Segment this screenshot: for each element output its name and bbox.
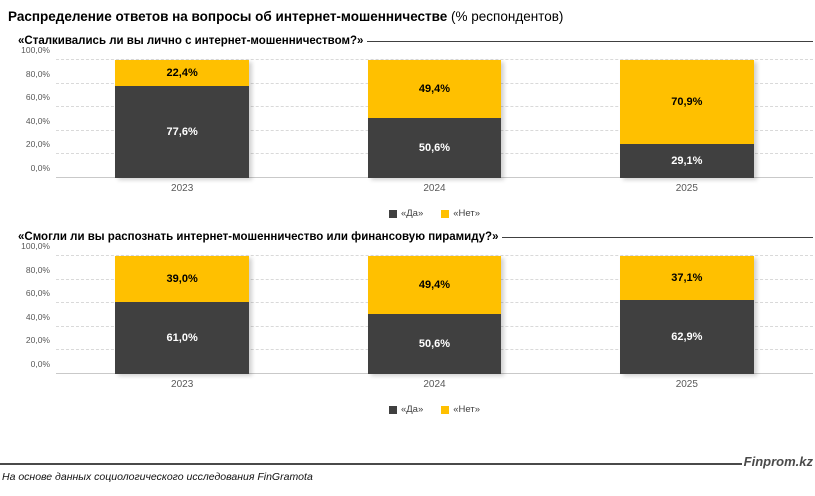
bar-segment-Да-2025: 62,9% bbox=[619, 299, 754, 374]
x-axis-label-2023: 2023 bbox=[171, 182, 194, 194]
stacked-bar-chart-encounter: 0,0% 20,0% 40,0% 60,0% 80,0% 100,0% 22,4% 77,6%… bbox=[8, 45, 813, 220]
plot-area: 0,0% 20,0% 40,0% 60,0% 80,0% 100,0% 39,0% 61,0%… bbox=[21, 241, 813, 374]
bar-segment-Да-2023: 77,6% bbox=[115, 86, 250, 178]
footer-rule-row: Finprom.kz bbox=[0, 454, 815, 469]
x-axis-label-2024: 2024 bbox=[423, 378, 446, 390]
category-axis: 2023 2024 2025 bbox=[56, 374, 813, 394]
bar-segment-Нет-2024: 49,4% bbox=[367, 256, 502, 315]
x-axis-label-2023: 2023 bbox=[171, 378, 194, 390]
x-axis-label-2025: 2025 bbox=[675, 378, 698, 390]
subtitle-rule bbox=[502, 236, 813, 238]
stacked-bar-2024: 49,4% 50,6% bbox=[367, 256, 502, 374]
gridline bbox=[56, 59, 813, 60]
chart-legend: «Да» «Нет» bbox=[56, 403, 813, 416]
page-title-unit: (% респондентов) bbox=[447, 9, 564, 24]
chart-title: «Сталкивались ли вы лично с интернет-мош… bbox=[18, 35, 364, 47]
legend-swatch bbox=[441, 209, 450, 218]
legend-item-Нет: «Нет» bbox=[441, 208, 480, 219]
y-axis-tick-label: 40,0% bbox=[25, 115, 50, 126]
y-axis-tick-label: 0,0% bbox=[30, 163, 50, 173]
x-axis-label-2025: 2025 bbox=[675, 182, 698, 194]
legend-item-Да: «Да» bbox=[388, 208, 424, 219]
legend-label: «Нет» bbox=[453, 208, 481, 219]
legend-label: «Нет» bbox=[453, 404, 481, 415]
brand-logo: Finprom.kz bbox=[743, 454, 813, 469]
legend-swatch bbox=[388, 405, 397, 414]
legend-swatch bbox=[441, 405, 450, 414]
legend-swatch bbox=[388, 209, 397, 218]
category-axis: 2023 2024 2025 bbox=[56, 178, 813, 198]
plot-area: 0,0% 20,0% 40,0% 60,0% 80,0% 100,0% 22,4% 77,6%… bbox=[21, 45, 813, 178]
bar-slot-2024: 49,4% 50,6% bbox=[308, 256, 560, 374]
bar-segment-Нет-2023: 22,4% bbox=[115, 60, 250, 87]
bar-segment-Да-2023: 61,0% bbox=[115, 302, 250, 374]
gridline bbox=[56, 255, 813, 256]
bar-segment-Нет-2023: 39,0% bbox=[115, 256, 250, 303]
stacked-bar-chart-recognition: 0,0% 20,0% 40,0% 60,0% 80,0% 100,0% 39,0% 61,0%… bbox=[8, 241, 813, 416]
bar-segment-Да-2024: 50,6% bbox=[367, 314, 502, 374]
legend-label: «Да» bbox=[400, 404, 424, 415]
y-axis-tick-label: 100,0% bbox=[21, 45, 50, 55]
bar-slot-2025: 37,1% 62,9% bbox=[561, 256, 813, 374]
source-note: На основе данных социологического исслед… bbox=[2, 471, 313, 483]
bar-segment-Нет-2024: 49,4% bbox=[367, 60, 502, 119]
bar-slot-2024: 49,4% 50,6% bbox=[308, 60, 560, 178]
y-axis-tick-label: 80,0% bbox=[25, 264, 50, 275]
y-axis-tick-label: 100,0% bbox=[21, 241, 50, 251]
bar-slot-2025: 70,9% 29,1% bbox=[561, 60, 813, 178]
bar-segment-Да-2025: 29,1% bbox=[619, 143, 754, 178]
bars-container: 39,0% 61,0% 49,4% 50,6% 37,1% 62,9% bbox=[56, 256, 813, 374]
stacked-bar-2023: 22,4% 77,6% bbox=[115, 60, 250, 178]
y-axis-tick-label: 20,0% bbox=[25, 139, 50, 150]
y-axis-tick-label: 40,0% bbox=[25, 311, 50, 322]
y-axis-tick-label: 60,0% bbox=[25, 92, 50, 103]
stacked-bar-2023: 39,0% 61,0% bbox=[115, 256, 250, 374]
footer: Finprom.kz На основе данных социологичес… bbox=[0, 454, 815, 483]
chart-title: «Смогли ли вы распознать интернет-мошенн… bbox=[18, 231, 499, 243]
y-axis-tick-label: 80,0% bbox=[25, 68, 50, 79]
x-axis-label-2024: 2024 bbox=[423, 182, 446, 194]
chart-subtitle-row: «Сталкивались ли вы лично с интернет-мош… bbox=[18, 35, 813, 47]
bar-segment-Да-2024: 50,6% bbox=[367, 118, 502, 178]
subtitle-rule bbox=[367, 40, 813, 42]
stacked-bar-2024: 49,4% 50,6% bbox=[367, 60, 502, 178]
chart-section-fraud-encounter: «Сталкивались ли вы лично с интернет-мош… bbox=[0, 35, 815, 220]
footer-rule bbox=[0, 462, 742, 465]
stacked-bar-2025: 70,9% 29,1% bbox=[619, 60, 754, 178]
page-title-main: Распределение ответов на вопросы об инте… bbox=[8, 9, 448, 24]
bar-segment-Нет-2025: 70,9% bbox=[619, 60, 754, 144]
y-axis-tick-label: 60,0% bbox=[25, 288, 50, 299]
y-axis-tick-label: 20,0% bbox=[25, 335, 50, 346]
legend-item-Нет: «Нет» bbox=[441, 404, 480, 415]
chart-subtitle-row: «Смогли ли вы распознать интернет-мошенн… bbox=[18, 231, 813, 243]
legend-item-Да: «Да» bbox=[388, 404, 424, 415]
bars-container: 22,4% 77,6% 49,4% 50,6% 70,9% 29,1% bbox=[56, 60, 813, 178]
stacked-bar-2025: 37,1% 62,9% bbox=[619, 256, 754, 374]
chart-section-fraud-recognition: «Смогли ли вы распознать интернет-мошенн… bbox=[0, 231, 815, 416]
bar-segment-Нет-2025: 37,1% bbox=[619, 256, 754, 300]
page-title: Распределение ответов на вопросы об инте… bbox=[0, 0, 815, 24]
bar-slot-2023: 39,0% 61,0% bbox=[56, 256, 308, 374]
legend-label: «Да» bbox=[400, 208, 424, 219]
y-axis-tick-label: 0,0% bbox=[30, 359, 50, 369]
chart-legend: «Да» «Нет» bbox=[56, 207, 813, 220]
bar-slot-2023: 22,4% 77,6% bbox=[56, 60, 308, 178]
